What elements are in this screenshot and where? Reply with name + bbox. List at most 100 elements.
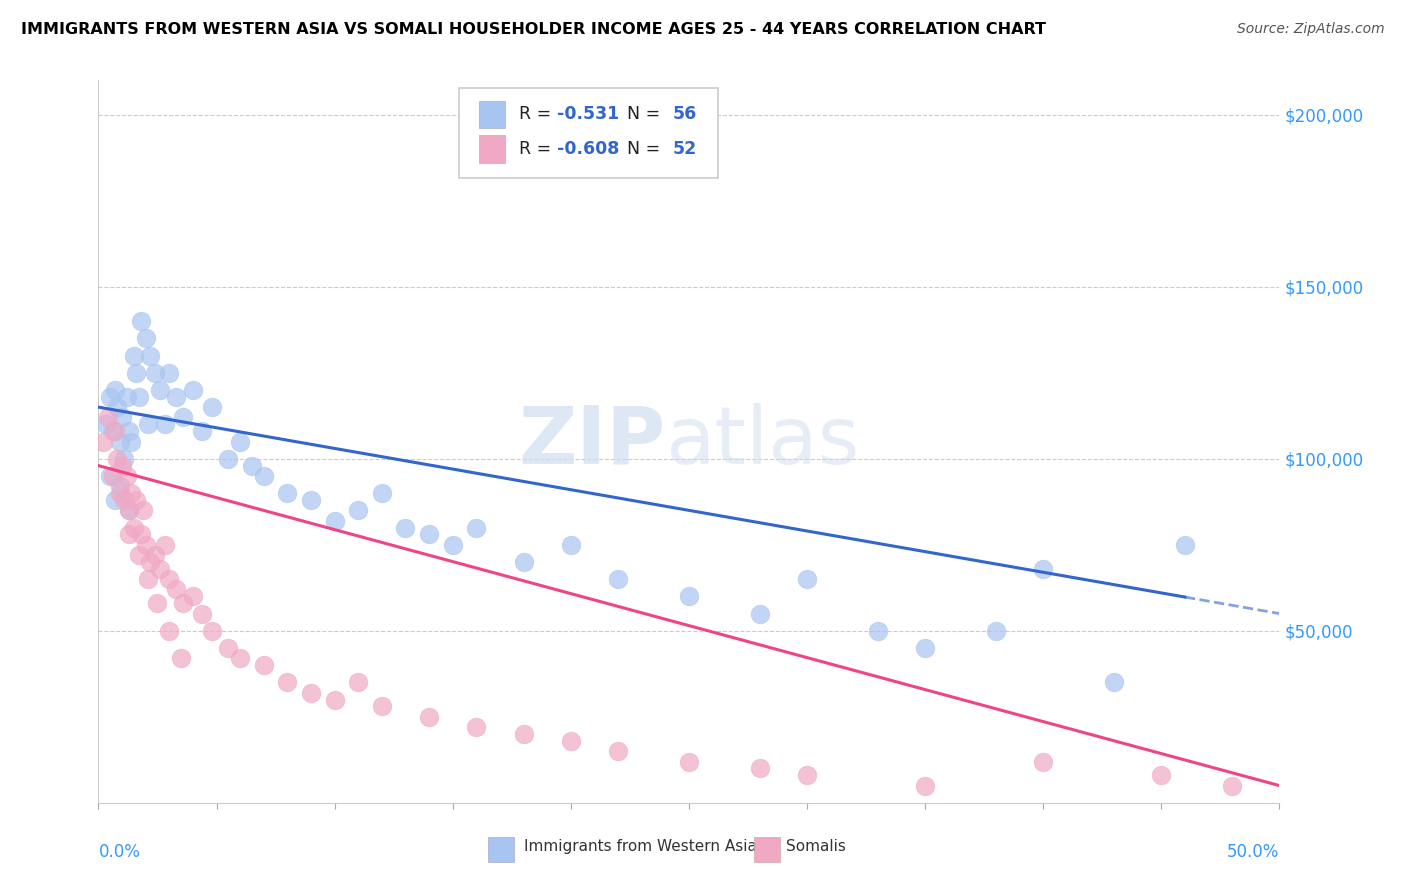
- FancyBboxPatch shape: [488, 838, 515, 862]
- Point: [229, 651, 252, 665]
- Text: 52: 52: [672, 140, 696, 158]
- Point: [299, 686, 322, 700]
- Point: [136, 572, 159, 586]
- Text: 50.0%: 50.0%: [1227, 843, 1279, 861]
- Point: [112, 451, 135, 466]
- Point: [139, 349, 162, 363]
- Point: [104, 493, 127, 508]
- Point: [172, 596, 194, 610]
- Point: [157, 572, 180, 586]
- Point: [91, 434, 114, 449]
- Point: [914, 779, 936, 793]
- Point: [914, 640, 936, 655]
- Point: [153, 538, 176, 552]
- Point: [153, 417, 176, 432]
- Point: [98, 390, 121, 404]
- FancyBboxPatch shape: [754, 838, 780, 862]
- Point: [299, 493, 322, 508]
- Point: [115, 390, 138, 404]
- Point: [132, 503, 155, 517]
- Point: [678, 590, 700, 604]
- Text: N =: N =: [616, 140, 665, 158]
- Point: [108, 434, 131, 449]
- Point: [607, 744, 630, 758]
- Point: [201, 400, 224, 414]
- Point: [104, 383, 127, 397]
- Point: [253, 658, 276, 673]
- Point: [143, 366, 166, 380]
- Point: [394, 520, 416, 534]
- Text: N =: N =: [616, 105, 665, 123]
- Point: [139, 555, 162, 569]
- Point: [108, 479, 131, 493]
- Point: [347, 503, 370, 517]
- Point: [165, 582, 187, 597]
- Point: [984, 624, 1007, 638]
- Text: atlas: atlas: [665, 402, 859, 481]
- Point: [276, 486, 298, 500]
- Point: [748, 607, 770, 621]
- Point: [111, 410, 134, 425]
- Point: [129, 527, 152, 541]
- FancyBboxPatch shape: [478, 136, 505, 162]
- Point: [121, 434, 143, 449]
- Point: [108, 486, 131, 500]
- Point: [149, 383, 172, 397]
- Point: [560, 538, 582, 552]
- Point: [191, 424, 214, 438]
- Text: IMMIGRANTS FROM WESTERN ASIA VS SOMALI HOUSEHOLDER INCOME AGES 25 - 44 YEARS COR: IMMIGRANTS FROM WESTERN ASIA VS SOMALI H…: [21, 22, 1046, 37]
- Point: [118, 527, 141, 541]
- Point: [512, 727, 534, 741]
- Point: [146, 596, 169, 610]
- Text: 56: 56: [672, 105, 696, 123]
- Point: [181, 383, 204, 397]
- Point: [371, 486, 394, 500]
- Text: ZIP: ZIP: [517, 402, 665, 481]
- Text: Somalis: Somalis: [786, 838, 845, 854]
- Point: [201, 624, 224, 638]
- Point: [607, 572, 630, 586]
- Point: [157, 366, 180, 380]
- Point: [125, 493, 148, 508]
- Point: [217, 640, 239, 655]
- Point: [276, 675, 298, 690]
- Text: 0.0%: 0.0%: [98, 843, 141, 861]
- Point: [157, 624, 180, 638]
- Point: [441, 538, 464, 552]
- Point: [181, 590, 204, 604]
- Point: [217, 451, 239, 466]
- Point: [115, 469, 138, 483]
- Point: [143, 548, 166, 562]
- Point: [323, 514, 346, 528]
- Point: [165, 390, 187, 404]
- Text: -0.608: -0.608: [557, 140, 619, 158]
- Point: [149, 562, 172, 576]
- Point: [1174, 538, 1197, 552]
- Point: [118, 503, 141, 517]
- Point: [323, 692, 346, 706]
- Point: [125, 366, 148, 380]
- Point: [105, 451, 128, 466]
- Point: [1032, 562, 1054, 576]
- Point: [136, 417, 159, 432]
- Point: [98, 469, 121, 483]
- Point: [465, 520, 488, 534]
- Point: [135, 331, 157, 345]
- Point: [512, 555, 534, 569]
- Point: [1150, 768, 1173, 782]
- Point: [118, 503, 141, 517]
- Point: [135, 538, 157, 552]
- Point: [347, 675, 370, 690]
- Point: [240, 458, 263, 473]
- Point: [94, 417, 117, 432]
- Point: [105, 400, 128, 414]
- FancyBboxPatch shape: [478, 101, 505, 128]
- Text: -0.531: -0.531: [557, 105, 619, 123]
- Point: [129, 314, 152, 328]
- Point: [418, 527, 440, 541]
- Point: [1032, 755, 1054, 769]
- Point: [1102, 675, 1125, 690]
- FancyBboxPatch shape: [458, 87, 718, 178]
- Point: [104, 424, 127, 438]
- Point: [371, 699, 394, 714]
